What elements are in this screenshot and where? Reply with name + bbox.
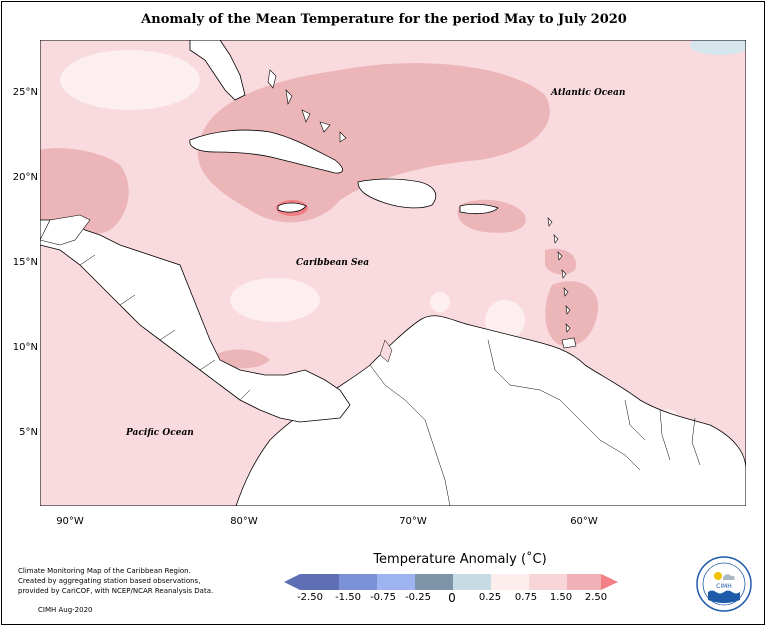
credits-date: CIMH Aug-2020 bbox=[38, 606, 93, 614]
land-jamaica bbox=[277, 202, 307, 213]
anomaly-region-moderate bbox=[545, 281, 599, 346]
anomaly-region-moderate bbox=[40, 148, 129, 235]
legend-tick: 0 bbox=[448, 591, 456, 605]
longitude-label: 70°W bbox=[399, 516, 427, 527]
sun-icon bbox=[714, 572, 722, 580]
credits-text: Climate Monitoring Map of the Caribbean … bbox=[18, 566, 238, 596]
longitude-label: 60°W bbox=[570, 516, 598, 527]
country-borders bbox=[369, 339, 701, 506]
legend-tick: -0.75 bbox=[370, 592, 396, 603]
latitude-label: 20°N bbox=[12, 172, 38, 183]
map-panel bbox=[40, 40, 746, 506]
label-pacific-ocean: Pacific Ocean bbox=[126, 428, 194, 438]
legend-tick: -1.50 bbox=[335, 592, 361, 603]
credits-line: Created by aggregating station based obs… bbox=[18, 577, 201, 585]
legend-swatch bbox=[300, 574, 339, 590]
anomaly-patch-cool bbox=[690, 40, 746, 55]
legend-tick: 1.50 bbox=[549, 592, 573, 603]
latitude-label: 25°N bbox=[12, 87, 38, 98]
land-trinidad bbox=[561, 337, 577, 349]
land-lesser-antilles bbox=[547, 217, 571, 333]
legend-title: Temperature Anomaly (˚C) bbox=[373, 552, 547, 567]
wave-icon bbox=[708, 590, 740, 603]
land-hispaniola bbox=[357, 178, 437, 209]
anomaly-patch-pale bbox=[60, 50, 200, 110]
lake-maracaibo bbox=[379, 339, 393, 363]
credits-line: provided by CariCOF, with NCEP/NCAR Rean… bbox=[18, 587, 214, 595]
legend-arrow-high bbox=[601, 574, 618, 590]
anomaly-region-moderate bbox=[197, 63, 550, 223]
legend-swatch bbox=[529, 574, 567, 590]
legend-swatch bbox=[339, 574, 377, 590]
land-yucatan bbox=[40, 214, 91, 246]
legend-tick: 2.50 bbox=[584, 592, 608, 603]
latitude-label: 10°N bbox=[12, 342, 38, 353]
anomaly-patch-pale bbox=[430, 292, 450, 312]
legend-swatch bbox=[415, 574, 453, 590]
legend-tick: 0.25 bbox=[478, 592, 502, 603]
land-cuba bbox=[189, 129, 343, 174]
credits-line: Climate Monitoring Map of the Caribbean … bbox=[18, 567, 191, 575]
label-caribbean-sea: Caribbean Sea bbox=[296, 258, 370, 268]
legend-swatch bbox=[491, 574, 529, 590]
anomaly-patch-pale bbox=[485, 300, 525, 340]
legend-arrow-low bbox=[284, 574, 300, 590]
legend-tick: -2.50 bbox=[297, 592, 323, 603]
land-puerto-rico bbox=[459, 203, 499, 215]
latitude-label: 5°N bbox=[19, 427, 38, 438]
anomaly-region-moderate bbox=[215, 349, 270, 369]
legend-swatch bbox=[377, 574, 415, 590]
land-south-america bbox=[235, 315, 746, 506]
anomaly-patch-pale bbox=[230, 278, 320, 322]
longitude-label: 90°W bbox=[56, 516, 84, 527]
logo-label: CIMH bbox=[716, 583, 732, 590]
cimh-logo: CIMH bbox=[696, 556, 752, 612]
legend-colorbar bbox=[284, 574, 618, 590]
legend-tick: -0.25 bbox=[405, 592, 431, 603]
label-atlantic-ocean: Atlantic Ocean bbox=[551, 88, 626, 98]
latitude-label: 15°N bbox=[12, 257, 38, 268]
land-central-america bbox=[40, 219, 351, 423]
anomaly-region-moderate bbox=[545, 248, 576, 275]
longitude-label: 80°W bbox=[230, 516, 258, 527]
legend-swatch bbox=[567, 574, 601, 590]
land-bahamas bbox=[267, 69, 347, 143]
legend-swatch bbox=[453, 574, 491, 590]
cloud-icon bbox=[723, 574, 735, 580]
central-america-borders bbox=[79, 254, 251, 401]
anomaly-map bbox=[40, 40, 746, 506]
land-florida bbox=[189, 40, 246, 101]
map-title: Anomaly of the Mean Temperature for the … bbox=[141, 12, 627, 27]
legend-tick: 0.75 bbox=[514, 592, 538, 603]
